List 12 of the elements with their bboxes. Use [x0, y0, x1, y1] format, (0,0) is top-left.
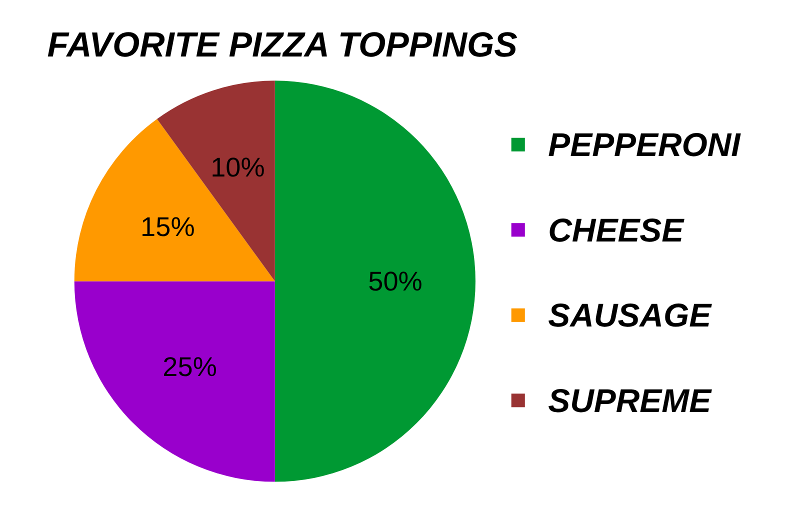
data-label: 10%	[210, 151, 265, 182]
legend-label: CHEESE	[548, 211, 685, 248]
pie-slice	[274, 80, 476, 482]
pie-slice	[74, 281, 275, 482]
legend-label: SAUSAGE	[548, 296, 712, 334]
data-label: 25%	[162, 350, 217, 382]
legend-label: SUPREME	[548, 382, 712, 419]
legend-label: PEPPERONI	[548, 126, 742, 164]
pie-slice	[74, 118, 275, 282]
data-label: 15%	[140, 211, 195, 242]
chart-title: FAVORITE PIZZA TOPPINGS	[47, 25, 518, 64]
data-label: 50%	[368, 266, 422, 297]
